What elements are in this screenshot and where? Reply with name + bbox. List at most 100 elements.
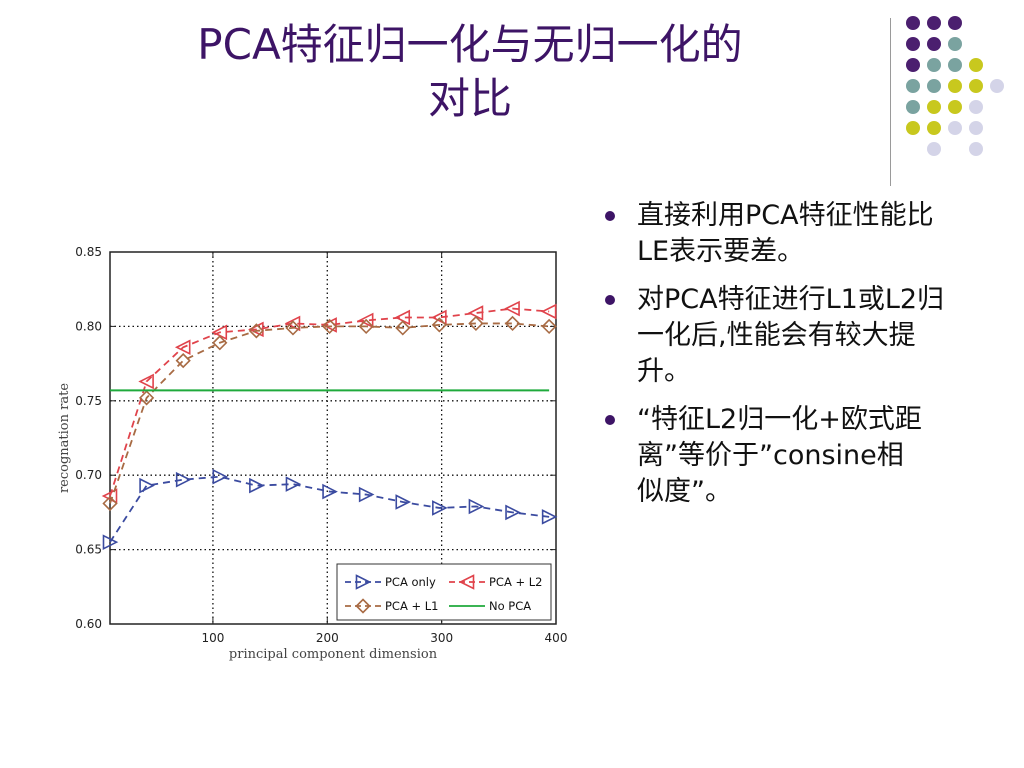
decor-dot-icon — [948, 100, 962, 114]
line-chart: 0.60 0.65 0.70 0.75 0.80 0.85 100 200 300 400 prin… — [40, 232, 580, 672]
decorative-dot-grid — [898, 10, 1018, 170]
y-tick-label: 0.65 — [75, 543, 102, 557]
y-tick-label: 0.75 — [75, 394, 102, 408]
decor-dot-icon — [927, 16, 941, 30]
x-tick-label: 400 — [545, 631, 568, 645]
x-tick-label: 300 — [430, 631, 453, 645]
data-point — [468, 498, 485, 515]
series-line — [109, 475, 550, 543]
data-point — [504, 300, 520, 317]
decor-dot-icon — [948, 121, 962, 135]
bullet-item: “特征L2归一化+欧式距离”等价于”consine相似度”。 — [605, 402, 985, 510]
data-point — [102, 495, 118, 512]
decor-dot-icon — [990, 79, 1004, 93]
data-point — [504, 315, 521, 332]
data-point — [541, 318, 557, 335]
decor-dot-icon — [927, 79, 941, 93]
legend-marker — [355, 574, 372, 590]
slide-title-line-1: PCA特征归一化与无归一化的 — [197, 20, 743, 69]
chart-svg: 0.60 0.65 0.70 0.75 0.80 0.85 100 200 300 400 prin… — [57, 245, 568, 662]
series-line — [109, 322, 550, 504]
legend-label: PCA + L1 — [385, 599, 439, 613]
data-point — [175, 471, 192, 488]
decor-dot-icon — [948, 58, 962, 72]
x-tick-label: 100 — [201, 631, 224, 645]
data-point — [248, 323, 265, 339]
data-point — [139, 477, 155, 494]
data-point — [541, 509, 558, 525]
decor-dot-icon — [906, 16, 920, 30]
y-tick-label: 0.60 — [75, 617, 102, 631]
slide-title-line-2: 对比 — [427, 74, 512, 123]
series-line — [109, 307, 550, 497]
data-point — [431, 309, 447, 326]
data-point — [322, 483, 338, 500]
decor-dot-icon — [948, 79, 962, 93]
data-point — [432, 500, 448, 516]
legend-label: No PCA — [489, 599, 531, 613]
decor-dot-icon — [969, 100, 983, 114]
bullet-list: 直接利用PCA特征性能比LE表示要差。 对PCA特征进行L1或L2归一化后,性能… — [605, 198, 985, 522]
data-point — [102, 534, 119, 550]
legend-label: PCA + L2 — [489, 575, 543, 589]
y-axis-title: recognation rate — [57, 383, 72, 493]
data-point — [285, 476, 302, 492]
bullet-dot-icon — [605, 295, 615, 305]
legend-marker — [458, 574, 475, 590]
decor-dot-icon — [927, 142, 941, 156]
bullet-text: 直接利用PCA特征性能比LE表示要差。 — [637, 200, 934, 267]
decor-dot-icon — [906, 58, 920, 72]
legend-box — [336, 563, 552, 621]
decor-dot-icon — [969, 121, 983, 135]
data-point — [395, 494, 412, 510]
data-point — [248, 321, 264, 338]
bullet-item: 对PCA特征进行L1或L2归一化后,性能会有较大提升。 — [605, 282, 985, 390]
data-point — [358, 486, 375, 503]
decor-dot-icon — [969, 142, 983, 156]
data-point — [175, 352, 191, 369]
data-point — [174, 339, 191, 356]
bullet-dot-icon — [605, 211, 615, 221]
decor-dot-icon — [927, 100, 941, 114]
data-point — [505, 504, 521, 521]
data-point — [540, 303, 557, 320]
decor-dot-icon — [948, 37, 962, 51]
data-point — [395, 320, 411, 336]
bullet-text: “特征L2归一化+欧式距离”等价于”consine相似度”。 — [637, 404, 922, 507]
decor-dot-icon — [906, 100, 920, 114]
y-tick-label: 0.70 — [75, 468, 102, 482]
data-point — [101, 488, 118, 504]
decor-dot-icon — [927, 58, 941, 72]
decor-dot-icon — [927, 121, 941, 135]
decor-dot-icon — [906, 121, 920, 135]
decor-dot-icon — [906, 37, 920, 51]
data-point — [431, 317, 447, 333]
data-point — [321, 317, 337, 333]
decor-dot-icon — [969, 79, 983, 93]
title-divider — [890, 18, 891, 186]
data-point — [138, 390, 155, 406]
slide-title: PCA特征归一化与无归一化的 对比 — [60, 18, 880, 126]
decor-dot-icon — [927, 37, 941, 51]
data-point — [284, 315, 301, 332]
data-point — [357, 312, 374, 329]
decor-dot-icon — [969, 58, 983, 72]
data-point — [249, 477, 265, 494]
y-tick-label: 0.80 — [75, 319, 102, 333]
y-tick-label: 0.85 — [75, 245, 102, 259]
data-point — [212, 468, 229, 485]
legend-label: PCA only — [385, 575, 436, 589]
x-tick-label: 200 — [316, 631, 339, 645]
data-point — [321, 318, 338, 335]
legend-marker — [355, 598, 371, 614]
bullet-dot-icon — [605, 415, 615, 425]
bullet-item: 直接利用PCA特征性能比LE表示要差。 — [605, 198, 985, 270]
data-point — [138, 373, 154, 390]
bullet-text: 对PCA特征进行L1或L2归一化后,性能会有较大提升。 — [637, 284, 945, 387]
decor-dot-icon — [948, 16, 962, 30]
decor-dot-icon — [906, 79, 920, 93]
data-point — [285, 320, 301, 336]
data-point — [358, 318, 374, 335]
x-axis-title: principal component dimension — [229, 647, 438, 662]
data-point — [212, 335, 228, 351]
